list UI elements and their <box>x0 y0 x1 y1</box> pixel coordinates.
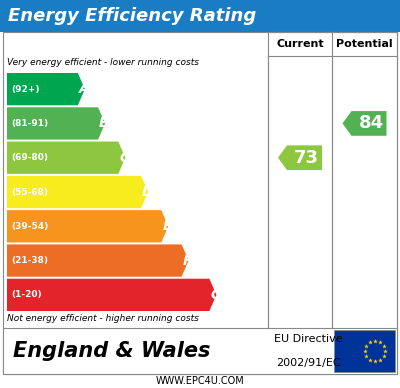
Text: EU Directive: EU Directive <box>274 334 342 344</box>
Text: Current: Current <box>276 39 324 49</box>
Bar <box>3 328 397 374</box>
Text: C: C <box>119 151 130 165</box>
Text: Very energy efficient - lower running costs: Very energy efficient - lower running co… <box>7 58 199 67</box>
Text: (92+): (92+) <box>11 85 40 94</box>
Text: F: F <box>182 254 192 268</box>
Text: D: D <box>142 185 154 199</box>
Text: (21-38): (21-38) <box>11 256 48 265</box>
Polygon shape <box>278 146 322 170</box>
Text: G: G <box>210 288 222 302</box>
Polygon shape <box>7 244 188 277</box>
Text: (81-91): (81-91) <box>11 119 48 128</box>
Polygon shape <box>7 142 125 174</box>
Text: (55-68): (55-68) <box>11 187 48 196</box>
Polygon shape <box>7 73 85 105</box>
Text: WWW.EPC4U.COM: WWW.EPC4U.COM <box>156 376 244 386</box>
Text: E: E <box>162 219 172 233</box>
Text: 73: 73 <box>294 149 319 167</box>
Text: Not energy efficient - higher running costs: Not energy efficient - higher running co… <box>7 314 199 323</box>
Text: Energy Efficiency Rating: Energy Efficiency Rating <box>8 7 256 25</box>
Text: 84: 84 <box>358 114 384 132</box>
Bar <box>3 32 397 374</box>
Text: Potential: Potential <box>336 39 393 49</box>
Text: (69-80): (69-80) <box>11 153 48 162</box>
Text: B: B <box>99 116 110 130</box>
Text: England & Wales: England & Wales <box>13 341 210 361</box>
Polygon shape <box>342 111 386 136</box>
Bar <box>334 330 395 372</box>
Polygon shape <box>7 279 216 311</box>
Text: 2002/91/EC: 2002/91/EC <box>276 358 340 368</box>
Text: (39-54): (39-54) <box>11 222 48 231</box>
Polygon shape <box>7 107 105 140</box>
Polygon shape <box>7 210 168 242</box>
Text: (1-20): (1-20) <box>11 290 42 300</box>
Polygon shape <box>7 176 148 208</box>
Bar <box>0 0 400 32</box>
Text: A: A <box>79 82 90 96</box>
